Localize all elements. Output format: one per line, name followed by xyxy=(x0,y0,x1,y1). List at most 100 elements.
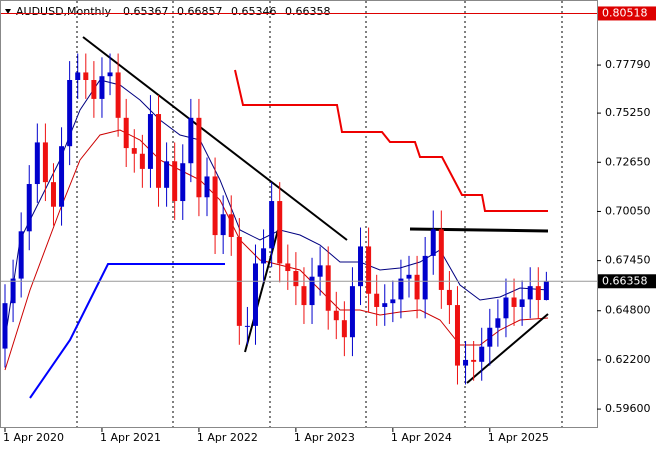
candle-body xyxy=(147,114,153,169)
candle-body xyxy=(398,278,404,300)
candle-body xyxy=(156,114,162,188)
candle-body xyxy=(2,303,8,349)
candle-body xyxy=(75,72,81,81)
channel-line xyxy=(29,263,225,399)
candle-body xyxy=(252,263,258,326)
price-badge xyxy=(598,274,656,289)
candle-body xyxy=(228,214,234,237)
price-label: 0.66358 xyxy=(602,274,648,287)
plot-frame xyxy=(0,0,598,428)
candle-body xyxy=(543,281,549,301)
title-icon xyxy=(5,9,11,14)
candle-body xyxy=(107,72,113,77)
candle-body xyxy=(196,117,202,198)
trendline xyxy=(244,229,279,353)
candle-body xyxy=(366,246,372,294)
candle-body xyxy=(18,231,24,279)
candle-body xyxy=(172,161,178,202)
candle-body xyxy=(414,274,420,300)
x-tick-label: 1 Apr 2020 xyxy=(3,431,64,444)
candle-body xyxy=(519,299,525,307)
candle-body xyxy=(422,255,428,300)
x-tick-label: 1 Apr 2024 xyxy=(391,431,452,444)
y-tick-label: 0.62200 xyxy=(605,353,651,366)
candle-body xyxy=(188,117,194,164)
candle-body xyxy=(212,176,218,236)
candle-body xyxy=(406,274,412,279)
y-tick-label: 0.64800 xyxy=(605,304,651,317)
candle-body xyxy=(204,176,210,198)
y-tick-label: 0.59600 xyxy=(605,402,651,415)
candle-body xyxy=(285,263,291,272)
candle-body xyxy=(67,80,73,147)
candle-body xyxy=(325,265,331,311)
candle-body xyxy=(139,153,145,169)
trendline xyxy=(466,313,549,384)
level-badge xyxy=(598,6,656,21)
candle-body xyxy=(10,278,16,304)
ohlc-close: 0.66358 xyxy=(285,5,331,18)
candle-body xyxy=(463,359,469,366)
ohlc-open: 0.65367 xyxy=(123,5,169,18)
candle-body xyxy=(479,346,485,362)
x-tick-label: 1 Apr 2023 xyxy=(294,431,355,444)
indicators xyxy=(4,36,549,399)
candle-body xyxy=(495,318,501,328)
candle-body xyxy=(59,146,65,207)
level-label: 0.80518 xyxy=(602,6,648,19)
x-tick-label: 1 Apr 2025 xyxy=(488,431,549,444)
candle-body xyxy=(269,201,275,249)
candle-body xyxy=(26,184,32,232)
candle-body xyxy=(293,271,299,287)
candle-body xyxy=(382,303,388,307)
trendline xyxy=(409,227,549,233)
candle-body xyxy=(99,76,105,99)
candle-body xyxy=(487,327,493,347)
candle-body xyxy=(50,182,56,207)
y-tick-label: 0.77790 xyxy=(605,58,651,71)
ohlc-low: 0.65346 xyxy=(231,5,277,18)
candle-body xyxy=(438,229,444,290)
ohlc-high: 0.66857 xyxy=(177,5,223,18)
candle-body xyxy=(374,293,380,307)
candle-body xyxy=(91,80,97,99)
candle-body xyxy=(511,297,517,307)
vertical-grid xyxy=(76,1,563,427)
candle-body xyxy=(83,72,89,81)
candle-body xyxy=(527,286,533,300)
candle-body xyxy=(180,163,186,202)
candle-body xyxy=(301,286,307,306)
candle-body xyxy=(471,359,477,362)
candle-body xyxy=(317,265,323,277)
candle-body xyxy=(503,297,509,319)
candle-body xyxy=(164,161,170,188)
candle-body xyxy=(390,299,396,304)
candle-body xyxy=(123,117,129,149)
y-tick-label: 0.67450 xyxy=(605,254,651,267)
y-tick-label: 0.72650 xyxy=(605,155,651,168)
candle-body xyxy=(535,286,541,301)
chart-title: AUDUSD,Monthly xyxy=(16,5,112,18)
candle-body xyxy=(42,142,48,183)
y-tick-label: 0.75250 xyxy=(605,106,651,119)
candle-body xyxy=(349,286,355,338)
candle-body xyxy=(430,229,436,256)
candle-body xyxy=(333,310,339,321)
candle-body xyxy=(446,289,452,306)
channel-line xyxy=(234,69,548,212)
candle-body xyxy=(261,248,267,264)
candle-body xyxy=(220,214,226,236)
candle-body xyxy=(244,325,250,327)
x-tick-label: 1 Apr 2022 xyxy=(197,431,258,444)
candle-body xyxy=(341,320,347,338)
candle-body xyxy=(358,246,364,287)
trendline xyxy=(82,36,348,241)
y-tick-label: 0.70050 xyxy=(605,204,651,217)
candle-body xyxy=(34,142,40,185)
candle-body xyxy=(454,305,460,366)
candle-body xyxy=(277,201,283,264)
candle-body xyxy=(115,72,121,118)
x-tick-label: 1 Apr 2021 xyxy=(100,431,161,444)
candle-body xyxy=(131,148,137,154)
